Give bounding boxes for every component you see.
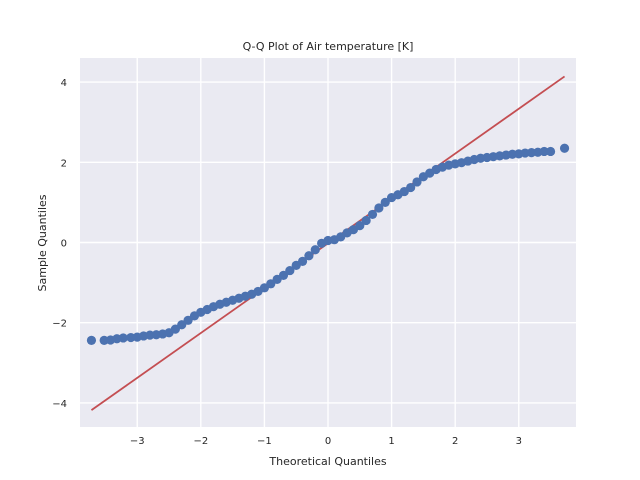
sample-point (545, 146, 556, 157)
sample-point (310, 245, 320, 255)
y-axis-label: Sample Quantiles (36, 194, 49, 291)
y-tick-label: −2 (52, 319, 67, 330)
sample-point (86, 335, 97, 345)
sample-point (278, 270, 289, 280)
x-tick-label: −1 (257, 436, 272, 447)
sample-point (406, 182, 416, 193)
x-tick-label: −3 (130, 436, 145, 447)
x-tick-label: 0 (325, 436, 331, 447)
y-tick-label: −4 (52, 399, 67, 410)
sample-point (374, 203, 384, 213)
sample-point (539, 146, 549, 157)
sample-point (412, 177, 422, 187)
y-tick-labels: −4 −2 0 2 4 (52, 78, 67, 410)
sample-point (355, 221, 365, 231)
x-tick-label: 3 (516, 436, 522, 447)
sample-point (559, 143, 570, 153)
sample-point (367, 209, 378, 220)
sample-point (380, 197, 390, 207)
sample-point (361, 215, 371, 226)
sample-point (304, 251, 314, 261)
x-tick-label: 1 (388, 436, 394, 447)
sample-point (285, 265, 295, 276)
sample-points (86, 143, 570, 345)
y-tick-label: 4 (61, 78, 67, 89)
sample-point (297, 256, 308, 266)
y-tick-label: 0 (61, 239, 67, 250)
x-axis-label: Theoretical Quantiles (268, 455, 386, 468)
y-tick-label: 2 (61, 158, 67, 169)
x-tick-labels: −3 −2 −1 0 1 2 3 (130, 436, 522, 447)
x-tick-label: 2 (452, 436, 458, 447)
chart-title: Q-Q Plot of Air temperature [K] (243, 40, 414, 53)
x-tick-label: −2 (193, 436, 208, 447)
sample-point (118, 333, 128, 343)
